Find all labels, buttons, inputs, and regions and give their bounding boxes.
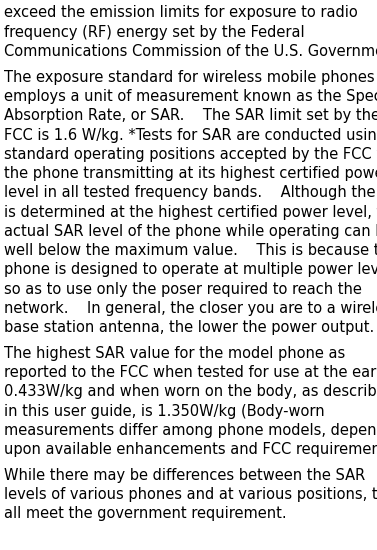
Text: The highest SAR value for the model phone as: The highest SAR value for the model phon… bbox=[4, 346, 345, 361]
Text: Absorption Rate, or SAR.    The SAR limit set by the: Absorption Rate, or SAR. The SAR limit s… bbox=[4, 108, 377, 123]
Text: FCC is 1.6 W/kg. *Tests for SAR are conducted using: FCC is 1.6 W/kg. *Tests for SAR are cond… bbox=[4, 128, 377, 142]
Text: 0.433W/kg and when worn on the body, as described: 0.433W/kg and when worn on the body, as … bbox=[4, 384, 377, 399]
Text: While there may be differences between the SAR: While there may be differences between t… bbox=[4, 468, 365, 483]
Text: level in all tested frequency bands.    Although the SAR: level in all tested frequency bands. Alt… bbox=[4, 185, 377, 200]
Text: base station antenna, the lower the power output.: base station antenna, the lower the powe… bbox=[4, 320, 374, 335]
Text: is determined at the highest certified power level, the: is determined at the highest certified p… bbox=[4, 205, 377, 219]
Text: well below the maximum value.    This is because the: well below the maximum value. This is be… bbox=[4, 243, 377, 258]
Text: reported to the FCC when tested for use at the ear is: reported to the FCC when tested for use … bbox=[4, 365, 377, 380]
Text: all meet the government requirement.: all meet the government requirement. bbox=[4, 507, 287, 521]
Text: frequency (RF) energy set by the Federal: frequency (RF) energy set by the Federal bbox=[4, 25, 305, 40]
Text: levels of various phones and at various positions, they: levels of various phones and at various … bbox=[4, 487, 377, 502]
Text: actual SAR level of the phone while operating can be: actual SAR level of the phone while oper… bbox=[4, 224, 377, 239]
Text: Communications Commission of the U.S. Government.: Communications Commission of the U.S. Go… bbox=[4, 44, 377, 59]
Text: phone is designed to operate at multiple power levels: phone is designed to operate at multiple… bbox=[4, 262, 377, 277]
Text: measurements differ among phone models, depending: measurements differ among phone models, … bbox=[4, 423, 377, 438]
Text: exceed the emission limits for exposure to radio: exceed the emission limits for exposure … bbox=[4, 6, 358, 20]
Text: employs a unit of measurement known as the Specific: employs a unit of measurement known as t… bbox=[4, 89, 377, 104]
Text: the phone transmitting at its highest certified power: the phone transmitting at its highest ce… bbox=[4, 166, 377, 181]
Text: in this user guide, is 1.350W/kg (Body-worn: in this user guide, is 1.350W/kg (Body-w… bbox=[4, 404, 325, 419]
Text: network.    In general, the closer you are to a wireless: network. In general, the closer you are … bbox=[4, 301, 377, 316]
Text: The exposure standard for wireless mobile phones: The exposure standard for wireless mobil… bbox=[4, 70, 375, 85]
Text: standard operating positions accepted by the FCC with: standard operating positions accepted by… bbox=[4, 147, 377, 162]
Text: so as to use only the poser required to reach the: so as to use only the poser required to … bbox=[4, 282, 362, 296]
Text: upon available enhancements and FCC requirements.): upon available enhancements and FCC requ… bbox=[4, 442, 377, 457]
